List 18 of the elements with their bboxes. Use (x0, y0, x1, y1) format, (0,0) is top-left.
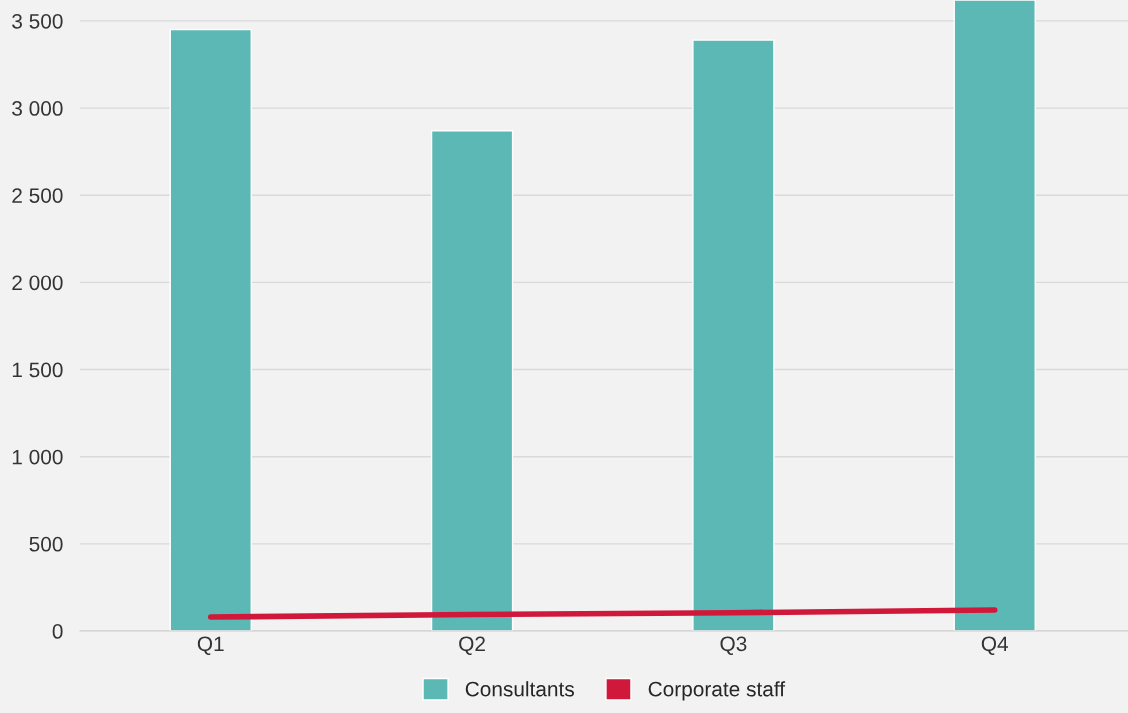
bar (953, 0, 1036, 632)
y-tick-label: 500 (29, 536, 63, 552)
y-tick-label: 2 500 (12, 188, 63, 203)
y-tick-label: 1 500 (12, 362, 63, 378)
legend-label: Corporate staff (648, 681, 786, 701)
bar (430, 130, 514, 632)
y-tick-label: 3 000 (12, 101, 63, 116)
x-tick-label: Q1 (197, 636, 224, 655)
legend-label: Consultants (465, 681, 574, 697)
x-tick-label: Q4 (981, 636, 1009, 655)
bar (692, 39, 775, 632)
x-tick-label: Q2 (459, 636, 485, 655)
bar (169, 28, 252, 632)
x-tick-label: Q3 (720, 636, 747, 655)
y-tick-label: 0 (52, 624, 63, 639)
y-tick-label: 3 500 (12, 13, 63, 29)
y-tick-label: 2 000 (12, 275, 63, 291)
y-tick-label: 1 000 (12, 449, 63, 465)
